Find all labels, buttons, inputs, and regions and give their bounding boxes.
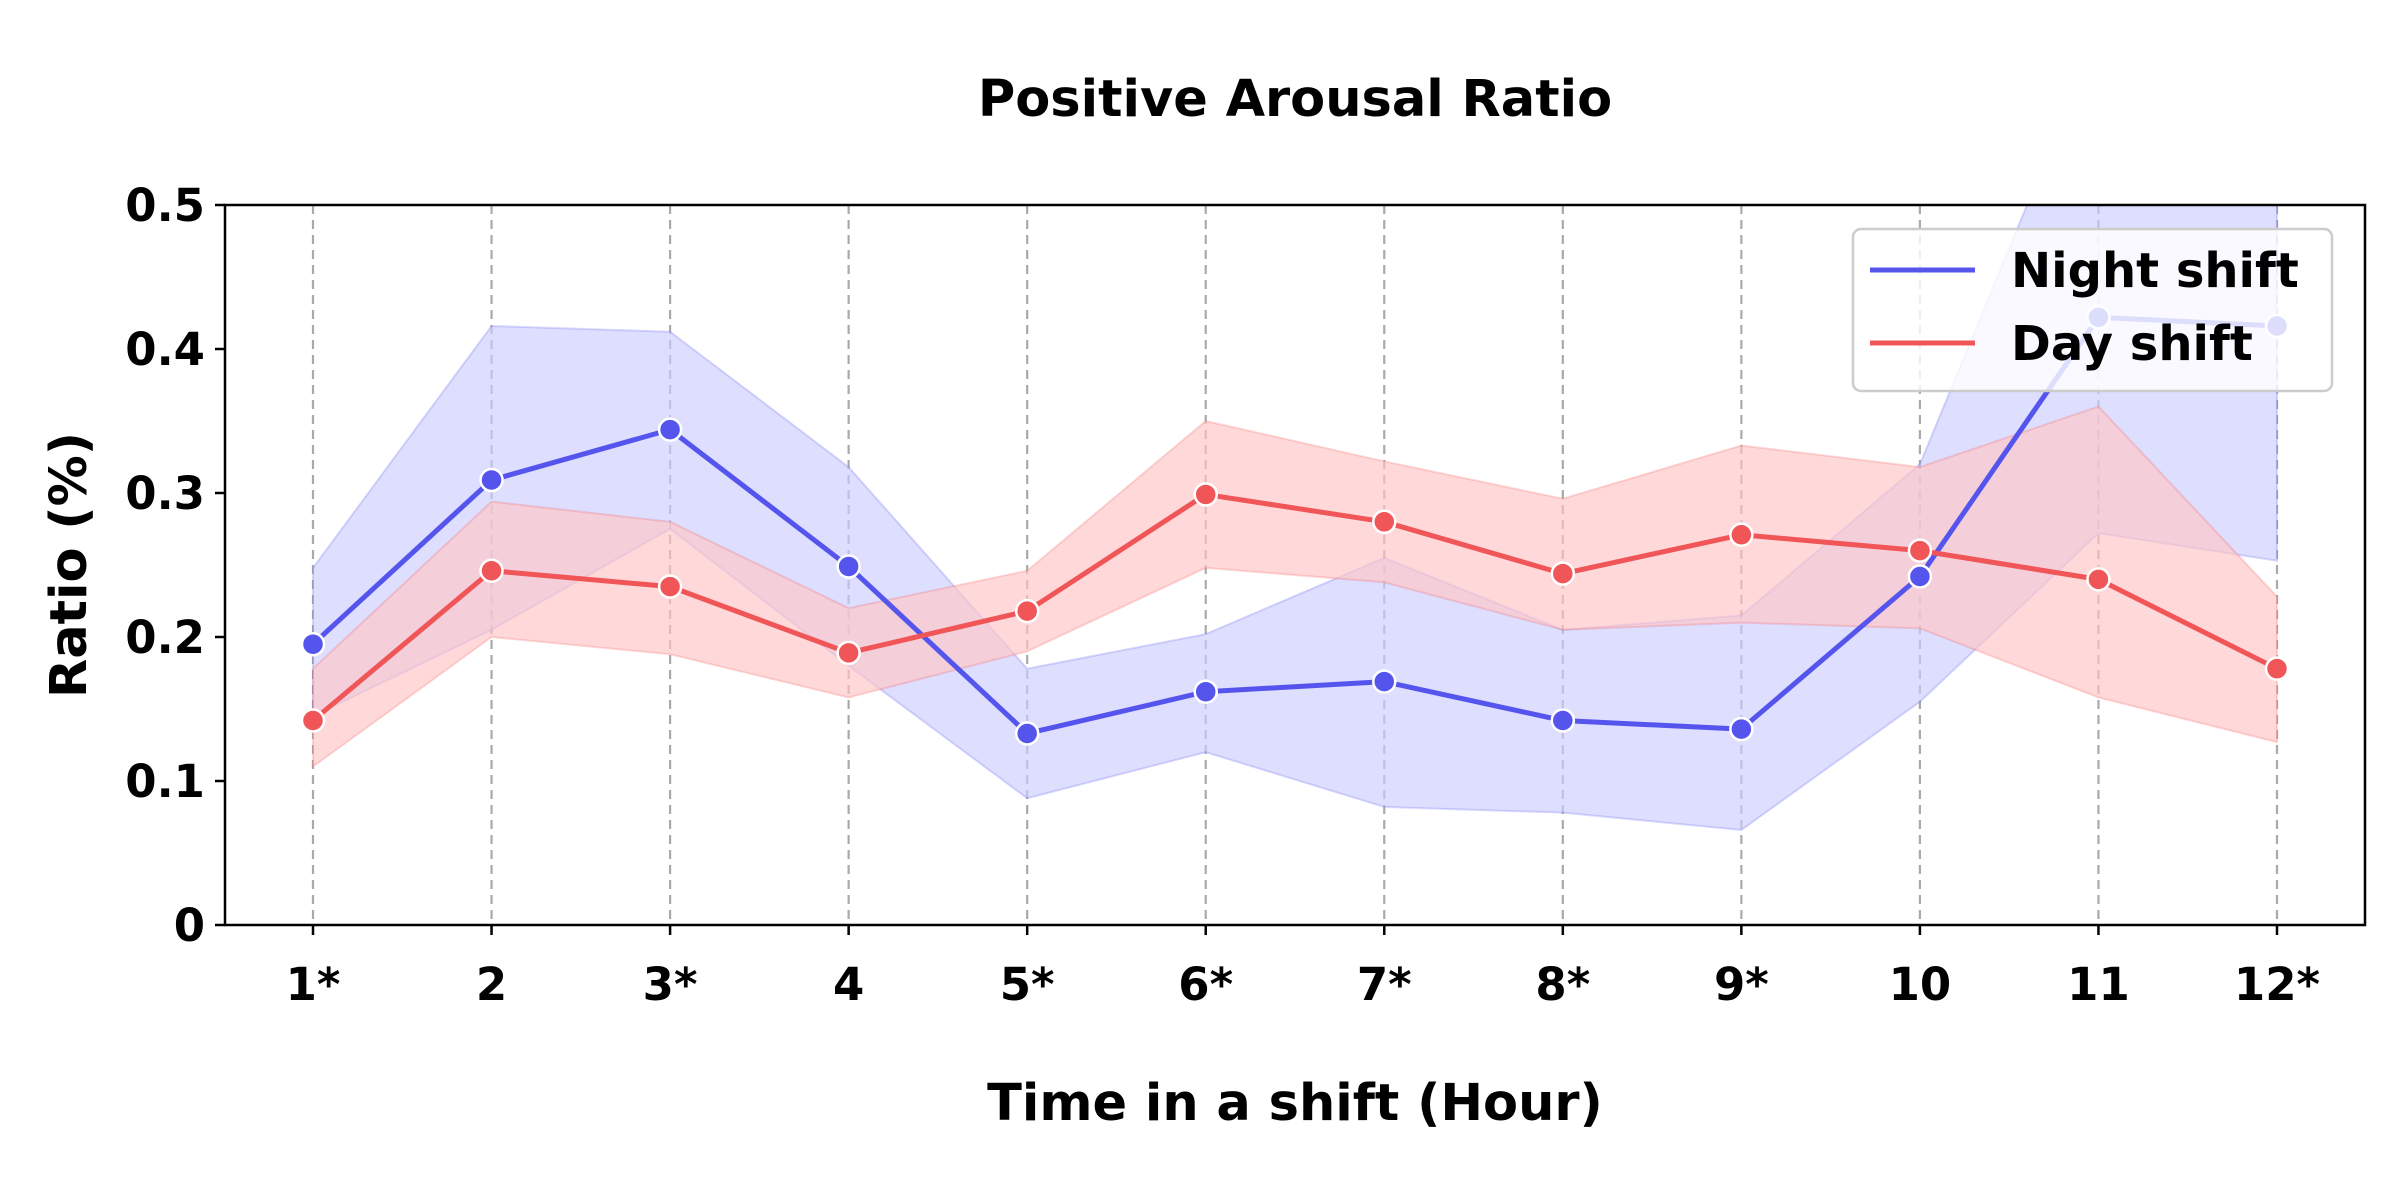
data-point: [1014, 721, 1040, 746]
data-point: [657, 417, 683, 442]
legend: Night shift Day shift: [1851, 227, 2334, 393]
data-point: [1014, 598, 1040, 624]
data-point: [1550, 708, 1576, 733]
x-tick-label: 10: [1889, 958, 1952, 1011]
chart-title: Positive Arousal Ratio: [978, 70, 1612, 129]
data-point: [1729, 716, 1754, 742]
confidence-bands: [312, 205, 2278, 831]
x-tick-label: 3*: [643, 958, 698, 1011]
data-point: [1193, 679, 1218, 704]
data-point: [1907, 564, 1933, 589]
x-tick-label: 7*: [1357, 958, 1412, 1011]
x-tick-label: 4: [833, 958, 864, 1011]
data-point: [479, 467, 504, 493]
y-tick-label: 0.2: [125, 611, 205, 664]
x-tick-label: 1*: [286, 958, 341, 1011]
x-tick-label: 6*: [1178, 958, 1233, 1011]
x-tick-label: 11: [2067, 958, 2130, 1011]
x-tick-label: 2: [476, 958, 507, 1011]
confidence-band: [312, 405, 2278, 769]
data-point: [2264, 656, 2290, 681]
x-axis-label: Time in a shift (Hour): [987, 1074, 1603, 1133]
series-line: [311, 491, 2279, 723]
y-axis: 0 0.1 0.2 0.3 0.4 0.5: [125, 179, 225, 952]
legend-label: Night shift: [2011, 243, 2299, 299]
data-point: [479, 558, 504, 584]
y-tick-label: 0.4: [125, 323, 205, 376]
data-point: [1729, 522, 1754, 548]
data-point: [1372, 509, 1397, 535]
x-tick-label: 9*: [1714, 958, 1769, 1011]
y-tick-label: 0: [174, 899, 205, 952]
y-axis-label: Ratio (%): [40, 432, 99, 698]
plot-frame: [223, 203, 2367, 927]
series-lines: [311, 314, 2279, 736]
x-axis: 1* 2 3* 4 5* 6* 7* 8* 9* 10 11 12*: [286, 925, 2320, 1011]
data-point: [1193, 482, 1218, 507]
data-point: [300, 631, 326, 657]
legend-label: Day shift: [2011, 316, 2253, 372]
data-point: [1550, 561, 1576, 586]
series-line: [311, 314, 2278, 736]
x-tick-label: 8*: [1535, 958, 1590, 1011]
x-tick-label: 12*: [2234, 958, 2320, 1011]
confidence-band: [312, 205, 2278, 831]
data-point: [2086, 567, 2111, 592]
y-tick-label: 0.3: [125, 467, 205, 520]
y-tick-label: 0.1: [125, 755, 205, 808]
data-point: [1372, 669, 1397, 694]
data-point: [1907, 538, 1933, 563]
data-point: [300, 708, 326, 733]
data-point: [657, 574, 683, 599]
y-tick-label: 0.5: [125, 179, 205, 232]
data-point: [836, 554, 861, 579]
data-point: [836, 640, 861, 666]
x-tick-label: 5*: [1000, 958, 1055, 1011]
